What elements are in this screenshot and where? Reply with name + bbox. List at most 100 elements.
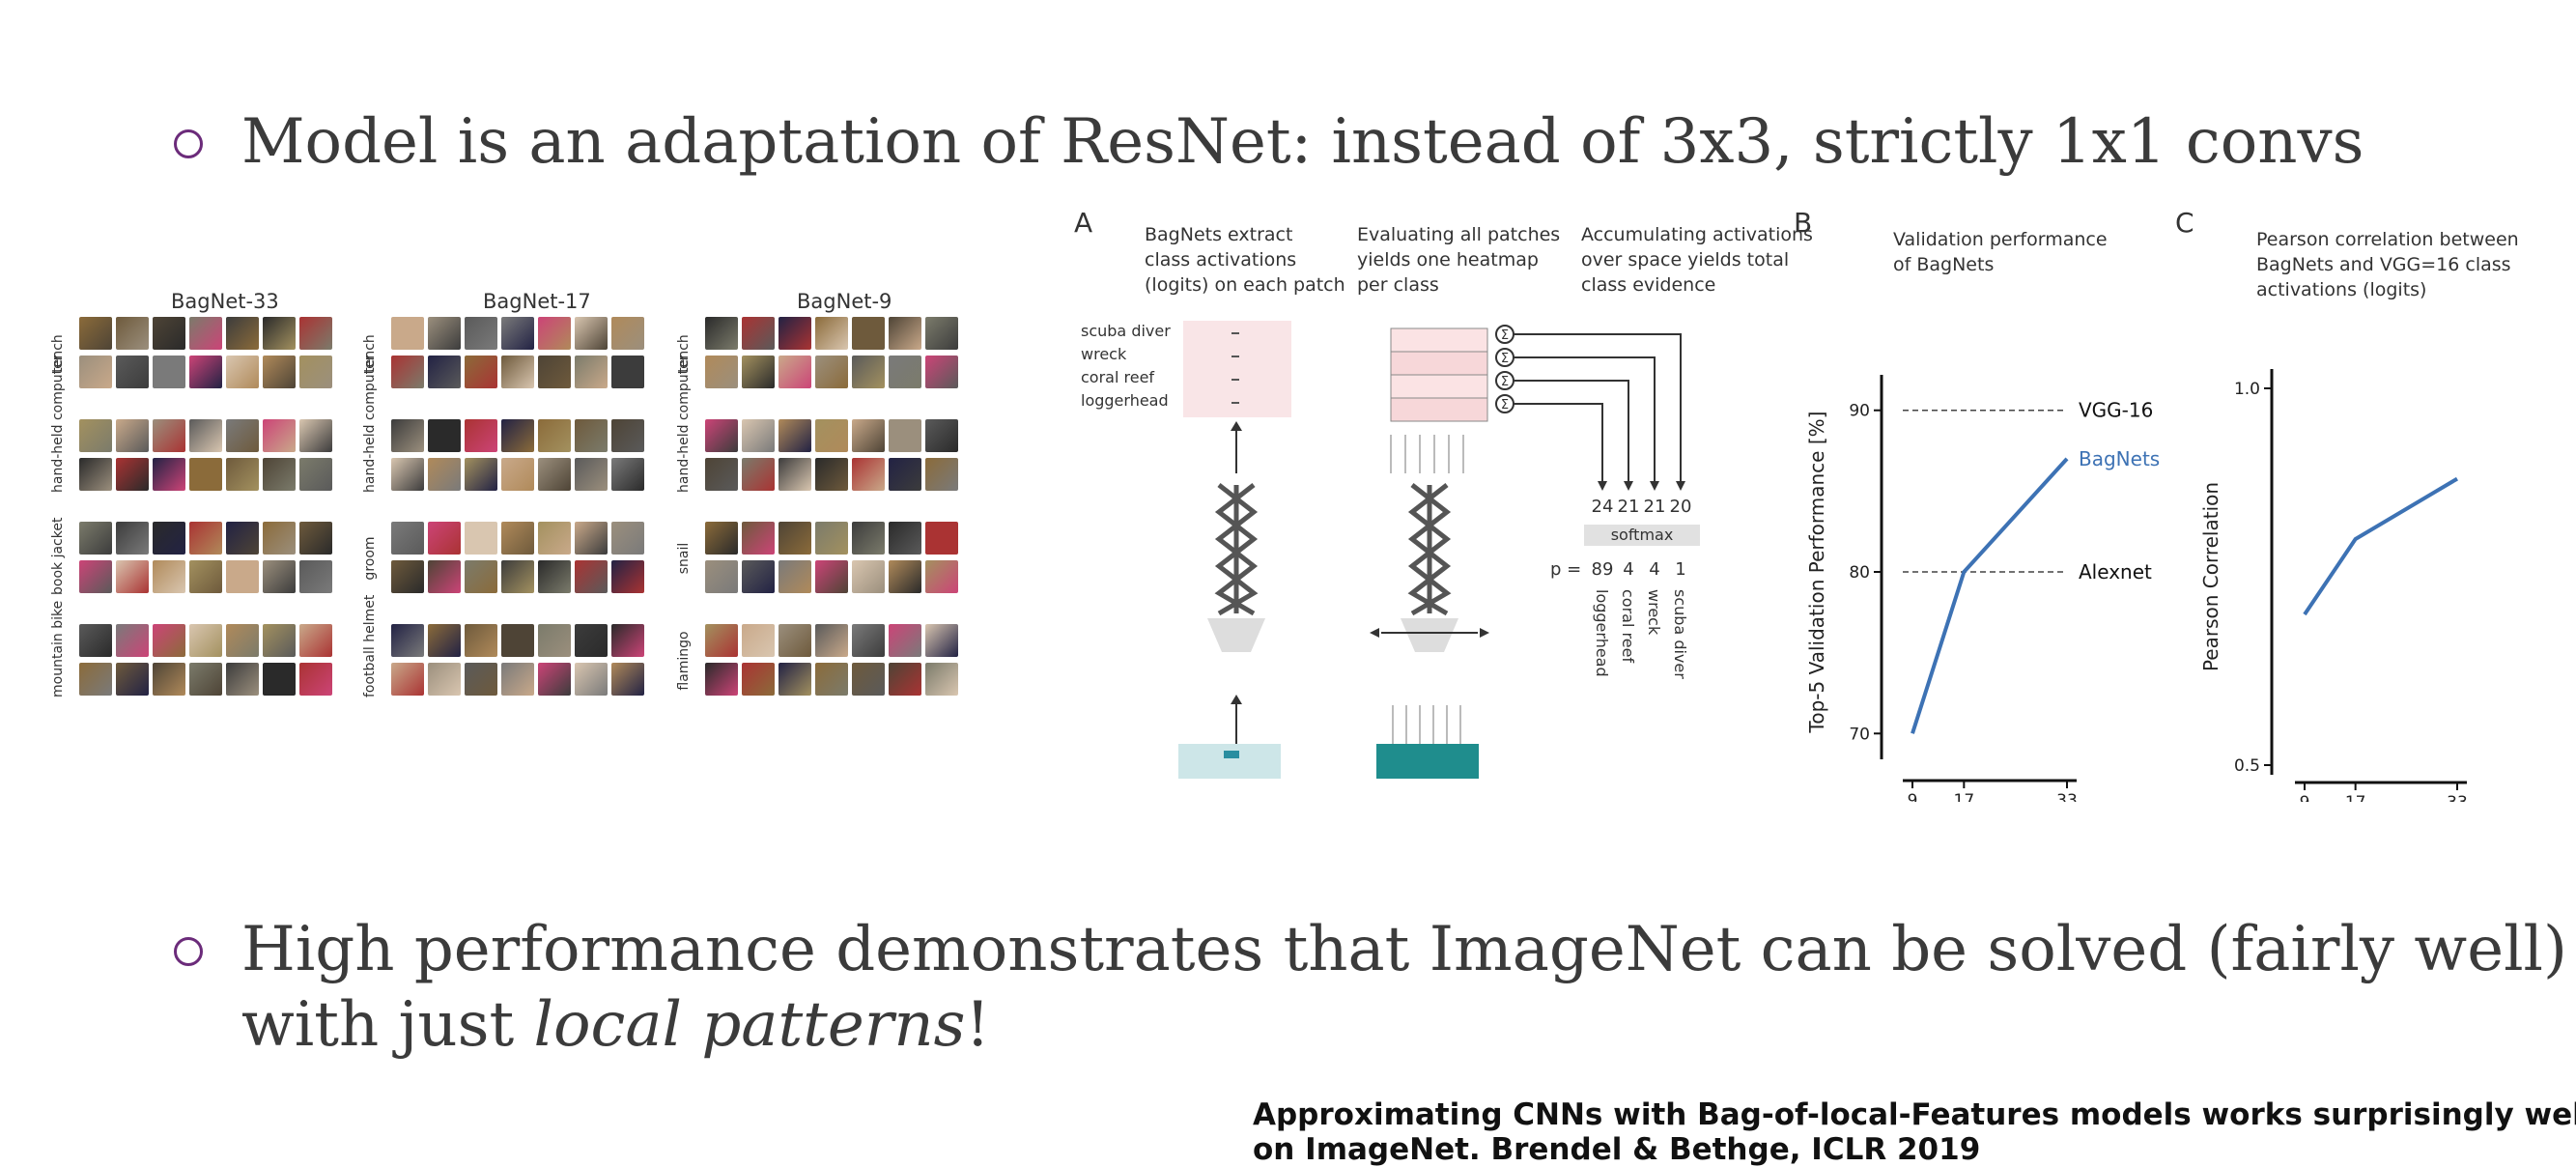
patch-thumbnail <box>925 522 958 555</box>
patch-thumbnail <box>465 458 497 491</box>
patch-thumbnail <box>79 356 112 388</box>
patch-thumbnail <box>391 560 424 593</box>
patch-thumbnail <box>538 419 571 452</box>
svg-text:p =: p = <box>1550 559 1581 580</box>
panel-a-desc-1: BagNets extract class activations (logits)… <box>1145 224 1345 296</box>
patch-thumbnail <box>538 663 571 696</box>
patch-thumbnail <box>778 624 811 657</box>
patch-thumbnail <box>189 317 222 350</box>
patch-thumbnail <box>501 419 534 452</box>
patch-thumbnail <box>465 356 497 388</box>
patch-thumbnail <box>391 522 424 555</box>
patch-thumbnail <box>153 317 185 350</box>
patch-thumbnail <box>189 522 222 555</box>
bullet-text-line-1: High performance demonstrates that Image… <box>241 914 2567 985</box>
patch-thumbnail <box>501 560 534 593</box>
panel-a-desc-3: Accumulating activations over space yield… <box>1581 224 1813 296</box>
patch-thumbnail <box>391 317 424 350</box>
svg-text:21: 21 <box>1644 497 1666 517</box>
patch-thumbnail <box>815 317 848 350</box>
svg-text:4: 4 <box>1623 559 1633 580</box>
patch-thumbnail <box>501 317 534 350</box>
patch-thumbnail <box>705 419 738 452</box>
patch-thumbnail <box>611 663 644 696</box>
sum-nodes <box>1495 325 1682 481</box>
patch-grid-title: BagNet-9 <box>797 290 892 313</box>
x-tick-label: 17 <box>1954 791 1975 802</box>
patch-row-label: hand-held computer <box>50 355 66 494</box>
series-line <box>2303 476 2459 616</box>
patch-thumbnail <box>153 419 185 452</box>
svg-text:89: 89 <box>1592 559 1614 580</box>
patch-thumbnail <box>153 560 185 593</box>
patch-thumbnail <box>465 663 497 696</box>
patch-thumbnail <box>611 522 644 555</box>
patch-thumbnail <box>226 560 259 593</box>
patch-thumbnail <box>575 522 608 555</box>
y-axis-label: Pearson Correlation <box>2199 482 2222 671</box>
x-tick-label: 17 <box>2345 793 2366 802</box>
patch-thumbnail <box>153 522 185 555</box>
bagnet-network-left <box>1178 421 1281 779</box>
patch-row-label: hand-held computer <box>362 355 378 494</box>
chart-title-line: Validation performance <box>1893 229 2108 250</box>
patch-thumbnail <box>153 458 185 491</box>
patch-thumbnail <box>428 356 461 388</box>
patch-thumbnail <box>153 624 185 657</box>
patch-thumbnail <box>428 663 461 696</box>
chart-c: Pearson correlation between BagNets and V… <box>2199 229 2519 802</box>
patch-thumbnail <box>79 317 112 350</box>
patch-thumbnail <box>778 458 811 491</box>
patch-thumbnail <box>226 356 259 388</box>
patch-thumbnail <box>391 624 424 657</box>
y-tick-label: 1.0 <box>2234 380 2260 399</box>
patch-thumbnail <box>705 356 738 388</box>
patch-thumbnail <box>116 356 149 388</box>
patch-thumbnail <box>575 560 608 593</box>
patch-thumbnail <box>189 663 222 696</box>
patch-thumbnail <box>705 560 738 593</box>
patch-thumbnail <box>465 624 497 657</box>
chart-b: Validation performance of BagNets 70 80 90 9 1… <box>1805 229 2160 802</box>
svg-text:20: 20 <box>1670 497 1692 517</box>
class-label-coral-reef: coral reef <box>1081 368 1154 386</box>
patch-thumbnail <box>742 522 775 555</box>
patch-thumbnail <box>575 624 608 657</box>
patch-thumbnail <box>815 624 848 657</box>
patch-thumbnail <box>889 560 921 593</box>
reference-line-label: Alexnet <box>2079 560 2152 584</box>
patch-thumbnail <box>226 624 259 657</box>
patch-grid-title: BagNet-17 <box>483 290 591 313</box>
patch-thumbnail <box>79 624 112 657</box>
patch-thumbnail <box>263 458 296 491</box>
bullet-circle-icon <box>174 937 203 966</box>
patch-thumbnail <box>742 419 775 452</box>
patch-thumbnail <box>116 663 149 696</box>
patch-thumbnail <box>705 663 738 696</box>
patch-thumbnail <box>226 317 259 350</box>
patch-thumbnail <box>299 624 332 657</box>
patch-thumbnail <box>889 356 921 388</box>
patch-thumbnail <box>391 356 424 388</box>
patch-thumbnail <box>889 317 921 350</box>
patch-thumbnail <box>391 663 424 696</box>
patch-thumbnail <box>705 522 738 555</box>
svg-text:4: 4 <box>1649 559 1659 580</box>
patch-thumbnail <box>299 560 332 593</box>
patch-thumbnail <box>705 317 738 350</box>
patch-thumbnail <box>611 356 644 388</box>
patch-thumbnail <box>428 317 461 350</box>
patch-thumbnail <box>778 356 811 388</box>
patch-thumbnail <box>575 663 608 696</box>
patch-row-label: flamingo <box>676 631 692 691</box>
patch-thumbnail <box>925 419 958 452</box>
patch-thumbnail <box>852 522 885 555</box>
x-tick-label: 9 <box>1908 791 1918 802</box>
patch-thumbnail <box>575 458 608 491</box>
patch-thumbnail <box>465 419 497 452</box>
patch-thumbnail <box>575 317 608 350</box>
patch-thumbnail <box>79 560 112 593</box>
patch-thumbnail <box>889 663 921 696</box>
patch-thumbnail <box>116 624 149 657</box>
patch-thumbnail <box>815 356 848 388</box>
